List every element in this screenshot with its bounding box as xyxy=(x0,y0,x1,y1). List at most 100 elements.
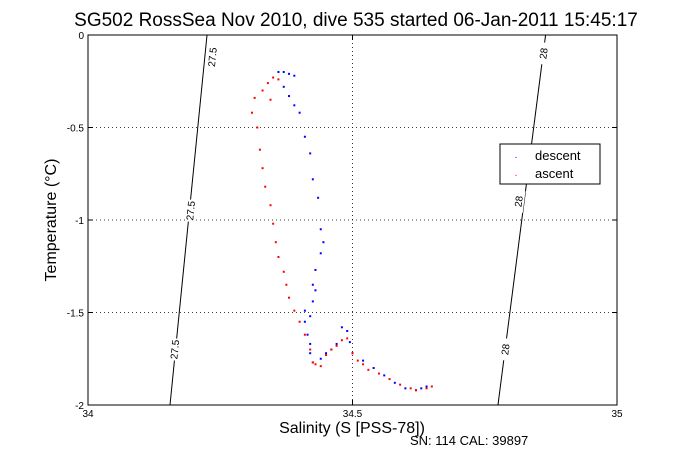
point-ascent xyxy=(269,204,272,207)
density-contours: 27.5 27.5 27.5 28 28 28 xyxy=(169,34,551,406)
density-contour-label-bg xyxy=(169,338,182,361)
legend-label-ascent: ascent xyxy=(535,166,574,181)
point-descent xyxy=(306,333,309,336)
point-ascent xyxy=(311,361,314,364)
point-descent xyxy=(393,381,396,384)
point-ascent xyxy=(399,383,402,386)
point-descent xyxy=(322,241,325,244)
point-ascent xyxy=(298,320,301,323)
point-ascent xyxy=(414,389,417,392)
point-ascent xyxy=(409,387,412,390)
y-tick-label: -0.5 xyxy=(67,124,85,135)
point-descent xyxy=(311,178,314,181)
point-ascent xyxy=(367,368,370,371)
density-contour-label: 28 xyxy=(538,47,550,60)
point-descent xyxy=(420,387,423,390)
point-descent xyxy=(303,135,306,138)
point-descent xyxy=(309,152,312,155)
point-ascent xyxy=(285,283,288,286)
density-contour-label: 27.5 xyxy=(185,200,198,221)
density-contour-label-bg xyxy=(206,45,219,69)
point-ascent xyxy=(264,185,267,188)
y-tick-label: -2 xyxy=(75,401,84,412)
point-descent xyxy=(383,374,386,377)
footer-serial: SN: 114 CAL: 39897 xyxy=(410,433,528,448)
point-descent xyxy=(317,196,320,199)
density-contour-label-bg xyxy=(537,41,551,66)
point-descent xyxy=(309,352,312,355)
point-ascent xyxy=(250,111,253,114)
point-ascent xyxy=(261,89,264,92)
point-ascent xyxy=(362,363,365,366)
point-ascent xyxy=(256,126,259,129)
point-ascent xyxy=(277,78,280,81)
point-descent xyxy=(425,385,428,388)
point-ascent xyxy=(335,344,338,347)
point-descent xyxy=(282,85,285,88)
point-ascent xyxy=(293,309,296,312)
x-tick-label: 34 xyxy=(82,409,94,420)
point-ascent xyxy=(266,82,269,85)
point-ascent xyxy=(277,256,280,258)
point-descent xyxy=(282,71,285,73)
y-tick-label: -1 xyxy=(75,216,84,227)
point-ascent xyxy=(261,167,264,170)
point-descent xyxy=(293,104,296,107)
legend-marker-descent: · xyxy=(514,152,517,163)
point-descent xyxy=(298,111,301,114)
point-ascent xyxy=(356,359,359,362)
point-descent xyxy=(319,252,322,255)
point-descent xyxy=(362,359,365,362)
legend: · descent · ascent xyxy=(499,143,601,185)
point-ascent xyxy=(340,339,343,342)
point-descent xyxy=(340,326,343,329)
legend-label-descent: descent xyxy=(535,148,581,163)
point-ascent xyxy=(346,337,349,340)
data-points xyxy=(250,71,433,392)
point-descent xyxy=(319,357,322,360)
density-contour-label-bg xyxy=(185,199,198,223)
point-ascent xyxy=(388,378,391,381)
grid-lines xyxy=(88,35,617,405)
chart-title: SG502 RossSea Nov 2010, dive 535 started… xyxy=(74,10,638,31)
point-ascent xyxy=(309,348,312,351)
point-descent xyxy=(309,342,312,345)
point-descent xyxy=(311,300,314,303)
point-descent xyxy=(314,289,317,292)
x-tick-label: 34.5 xyxy=(343,409,363,420)
axis-ticks: 34 34.5 35 0 -0.5 -1 -1.5 -2 xyxy=(67,31,623,420)
legend-marker-ascent: · xyxy=(514,170,517,181)
point-ascent xyxy=(314,363,317,366)
point-descent xyxy=(372,367,375,369)
point-descent xyxy=(293,74,296,77)
point-descent xyxy=(303,320,306,323)
density-contour-label-bg xyxy=(499,337,513,362)
point-descent xyxy=(346,330,349,332)
point-ascent xyxy=(377,372,380,375)
point-ascent xyxy=(274,241,277,244)
point-ascent xyxy=(272,76,275,79)
point-descent xyxy=(311,283,314,286)
point-ascent xyxy=(325,354,328,357)
point-descent xyxy=(277,71,280,73)
point-ascent xyxy=(430,385,433,388)
density-contour-label: 28 xyxy=(500,343,512,356)
point-ascent xyxy=(319,365,322,368)
point-ascent xyxy=(282,270,285,273)
point-ascent xyxy=(425,387,428,390)
point-ascent xyxy=(253,96,256,99)
point-ascent xyxy=(258,148,261,151)
point-descent xyxy=(288,72,291,75)
legend-box xyxy=(499,143,601,185)
density-contour-label-bg xyxy=(512,189,526,214)
density-contour-label: 27.5 xyxy=(207,47,220,68)
point-ascent xyxy=(351,352,354,355)
density-contour-label: 28 xyxy=(513,195,525,208)
point-ascent xyxy=(269,98,272,101)
y-tick-label: -1.5 xyxy=(67,309,85,320)
point-descent xyxy=(319,228,322,231)
point-ascent xyxy=(303,333,306,336)
point-ascent xyxy=(330,348,333,351)
point-descent xyxy=(309,315,312,318)
